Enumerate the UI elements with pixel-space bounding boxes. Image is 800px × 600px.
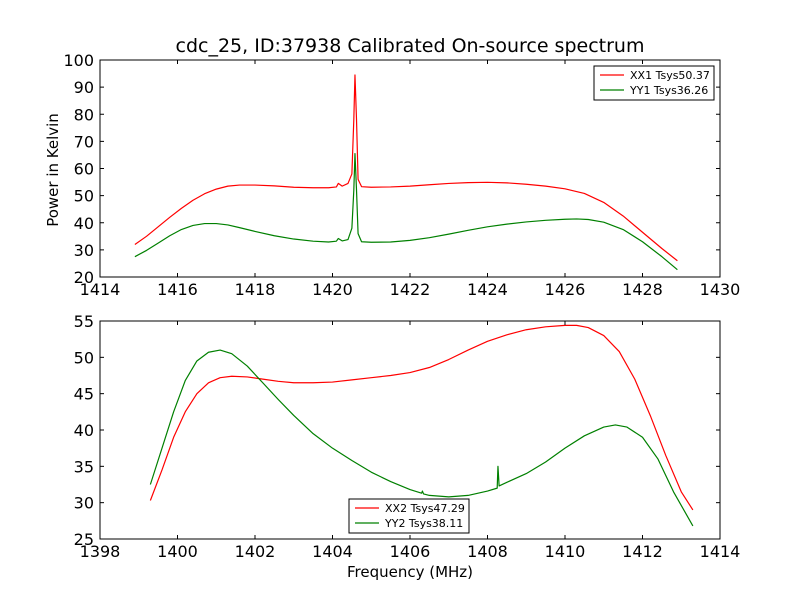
x-axis-title: Frequency (MHz): [347, 563, 473, 581]
chart-title: cdc_25, ID:37938 Calibrated On-source sp…: [176, 35, 645, 57]
bottom-x-tick-label: 1406: [390, 542, 431, 561]
bottom-legend-box: [348, 498, 470, 534]
top-x-tick-label: 1414: [80, 280, 121, 299]
bottom-x-tick-label: 1398: [80, 542, 121, 561]
bottom-legend: XX2 Tsys47.29 YY2 Tsys38.11: [348, 498, 470, 534]
top-x-tick-label: 1424: [467, 280, 508, 299]
top-series-line-2: [134, 152, 678, 271]
bottom-series-lines: [149, 324, 694, 527]
bottom-spectrum-panel: 1398 1400 1402 1404 1406 1408 1410 1412 1414 25 30…: [74, 312, 741, 561]
bottom-y-tick-label: 35: [74, 457, 94, 476]
top-y-tick-label: 30: [74, 241, 94, 260]
top-x-tick-label: 1430: [700, 280, 741, 299]
bottom-series-line-2: [149, 349, 694, 527]
bottom-x-tick-label: 1412: [622, 542, 663, 561]
bottom-y-tick-label: 25: [74, 530, 94, 549]
top-x-tick-label: 1422: [390, 280, 431, 299]
bottom-legend-label-2: YY2 Tsys38.11: [384, 517, 463, 530]
bottom-y-tick-label: 40: [74, 421, 94, 440]
bottom-legend-label-1: XX2 Tsys47.29: [385, 502, 465, 515]
top-y-tick-label: 90: [74, 78, 94, 97]
top-y-tick-label: 20: [74, 268, 94, 287]
top-x-tick-label: 1420: [312, 280, 353, 299]
bottom-x-tick-label: 1410: [545, 542, 586, 561]
bottom-y-tick-label: 45: [74, 385, 94, 404]
bottom-x-tick-label: 1408: [467, 542, 508, 561]
top-y-tick-label: 80: [74, 105, 94, 124]
top-y-tick-label: 40: [74, 214, 94, 233]
top-legend-box: [593, 65, 715, 101]
top-x-tick-label: 1428: [622, 280, 663, 299]
bottom-y-tick-label: 50: [74, 348, 94, 367]
bottom-x-tick-label: 1400: [157, 542, 198, 561]
top-y-tick-label: 50: [74, 187, 94, 206]
bottom-series-line-1: [149, 324, 694, 511]
top-legend-label-1: XX1 Tsys50.37: [630, 69, 710, 82]
top-axis-ticks: 1414 1416 1418 1420 1422 1424 1426 1428 1430 20 30…: [63, 51, 740, 299]
top-legend: XX1 Tsys50.37 YY1 Tsys36.26: [593, 65, 715, 101]
top-x-tick-label: 1426: [545, 280, 586, 299]
bottom-y-tick-label: 55: [74, 312, 94, 331]
top-legend-label-2: YY1 Tsys36.26: [629, 84, 708, 97]
top-series-lines: [134, 74, 678, 271]
top-y-tick-label: 60: [74, 160, 94, 179]
bottom-y-tick-label: 30: [74, 494, 94, 513]
y-axis-title: Power in Kelvin: [44, 113, 62, 227]
top-spectrum-panel: 1414 1416 1418 1420 1422 1424 1426 1428 1430 20 30…: [63, 51, 740, 299]
top-x-tick-label: 1418: [235, 280, 276, 299]
top-y-tick-label: 100: [63, 51, 94, 70]
top-x-tick-label: 1416: [157, 280, 198, 299]
bottom-x-tick-label: 1414: [700, 542, 741, 561]
bottom-axis-ticks: 1398 1400 1402 1404 1406 1408 1410 1412 1414 25 30…: [74, 312, 741, 561]
top-series-line-1: [134, 74, 678, 262]
bottom-x-tick-label: 1404: [312, 542, 353, 561]
bottom-x-tick-label: 1402: [235, 542, 276, 561]
top-y-tick-label: 70: [74, 132, 94, 151]
